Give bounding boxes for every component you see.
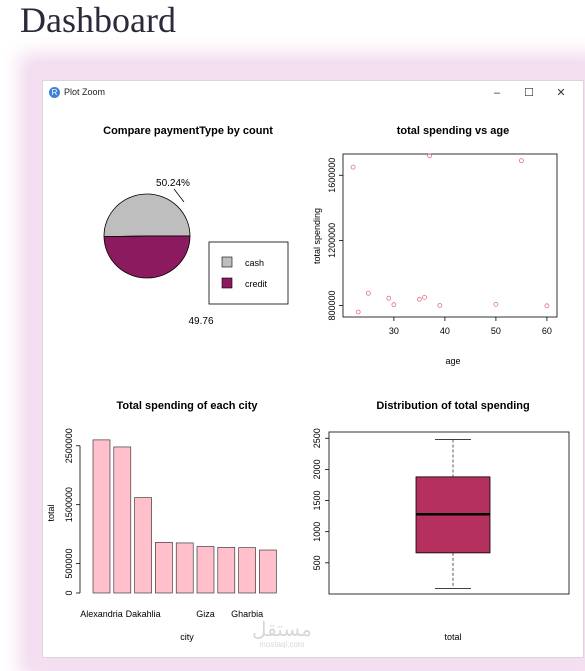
- pie-label-credit: 49.76: [188, 316, 213, 327]
- bar-y-tick-label: 1500000: [64, 487, 74, 522]
- box-y-axis: 500 1000 1500 2000 2500: [312, 428, 329, 570]
- pie-slice-credit: [103, 235, 191, 279]
- window-title: Plot Zoom: [64, 87, 106, 97]
- pie-slice-cash: [103, 193, 191, 238]
- bar-x-tick-labels: Alexandria Dakahlia Giza Gharbia: [80, 609, 263, 619]
- bar: [92, 439, 111, 594]
- watermark-url: mostaql.com: [259, 640, 305, 649]
- scatter-point: [437, 303, 443, 308]
- scatter-x-axis: 30 40 50 60: [389, 317, 552, 336]
- box-y-tick-label: 500: [312, 555, 322, 570]
- scatter-point: [416, 296, 422, 302]
- box-xlabel: total: [444, 632, 461, 642]
- scatter-x-tick-label: 60: [542, 326, 552, 336]
- window-titlebar[interactable]: R Plot Zoom – ☐ ✕: [43, 81, 583, 105]
- box-y-tick-label: 2500: [312, 428, 322, 448]
- scatter-x-tick-label: 30: [389, 326, 399, 336]
- scatter-x-tick-label: 40: [440, 326, 450, 336]
- legend-label-cash: cash: [245, 258, 264, 268]
- scatter-y-tick-label: 1200000: [327, 223, 337, 258]
- scatter-point: [365, 290, 371, 296]
- bar: [196, 546, 215, 594]
- bar: [238, 547, 256, 594]
- bar-y-tick-label: 500000: [64, 549, 74, 579]
- scatter-point: [355, 309, 361, 315]
- mostaql-watermark: مستقل mostaql.com: [252, 618, 312, 649]
- legend-swatch-credit: [221, 277, 233, 289]
- bar-xlabel: city: [180, 632, 194, 642]
- scatter-point: [493, 301, 499, 307]
- scatter-y-tick-label: 1600000: [327, 158, 337, 193]
- scatter-ylabel: total spending: [312, 208, 322, 264]
- bar-x-tick-label: Dakahlia: [126, 609, 161, 619]
- maximize-icon[interactable]: ☐: [524, 87, 534, 99]
- box-title: Distribution of total spending: [376, 400, 529, 412]
- scatter-point: [518, 158, 524, 164]
- bar: [113, 446, 132, 594]
- pie-label-cash: 50.24%: [156, 178, 190, 189]
- bar: [259, 549, 277, 594]
- bar: [217, 547, 236, 594]
- close-icon[interactable]: ✕: [556, 87, 566, 99]
- pie-chart: Compare paymentType by count 50.24% 49.7…: [103, 125, 289, 327]
- watermark-arabic-text: مستقل: [252, 617, 312, 641]
- bar-x-tick-label: Alexandria: [80, 609, 123, 619]
- bar-y-axis: 0 500000 1500000 2500000: [64, 428, 81, 596]
- bar-ylabel: total: [46, 504, 56, 521]
- legend-label-credit: credit: [245, 279, 268, 289]
- box-elements: [415, 439, 491, 589]
- scatter-y-axis: 800000 1200000 1600000: [327, 158, 343, 321]
- box-y-tick-label: 1000: [312, 522, 322, 542]
- bar-title: Total spending of each city: [117, 400, 259, 412]
- box-plot-frame: [328, 431, 570, 595]
- bar-y-tick-label: 0: [64, 590, 74, 595]
- scatter-point: [391, 302, 397, 308]
- bar-x-tick-label: Giza: [196, 609, 215, 619]
- minimize-icon[interactable]: –: [493, 87, 501, 99]
- pie-legend-box: [208, 241, 289, 305]
- bar: [155, 542, 173, 594]
- scatter-y-tick-label: 800000: [327, 290, 337, 320]
- scatter-points: [350, 153, 550, 315]
- scatter-xlabel: age: [445, 356, 460, 366]
- r-app-icon: R: [49, 87, 60, 98]
- bar-chart: Total spending of each city city total 0…: [46, 400, 277, 642]
- legend-swatch-cash: [221, 256, 233, 268]
- plot-canvas: Compare paymentType by count 50.24% 49.7…: [46, 125, 570, 642]
- scatter-plot-box: [342, 153, 558, 318]
- scatter-point: [422, 294, 427, 300]
- page-title: Dashboard: [20, 0, 176, 40]
- pie-label-leader-cash: [173, 188, 185, 203]
- scatter-x-tick-label: 50: [491, 326, 501, 336]
- scatter-chart: total spending vs age age total spending…: [312, 125, 558, 366]
- scatter-point: [350, 164, 356, 170]
- scatter-point: [386, 295, 392, 301]
- pie-title: Compare paymentType by count: [103, 125, 273, 137]
- box-y-tick-label: 1500: [312, 491, 322, 511]
- scatter-point: [544, 303, 550, 309]
- box-chart: Distribution of total spending total 500…: [312, 400, 570, 642]
- bar-y-tick-label: 2500000: [64, 428, 74, 463]
- plot-zoom-window: R Plot Zoom – ☐ ✕ Compare paymentType by…: [42, 80, 584, 658]
- bar-bars: [92, 439, 277, 594]
- box-y-tick-label: 2000: [312, 459, 322, 479]
- bar: [175, 542, 194, 594]
- scatter-title: total spending vs age: [397, 125, 509, 137]
- scatter-point: [427, 153, 433, 159]
- bar: [134, 497, 152, 594]
- bar-x-tick-label: Gharbia: [231, 609, 263, 619]
